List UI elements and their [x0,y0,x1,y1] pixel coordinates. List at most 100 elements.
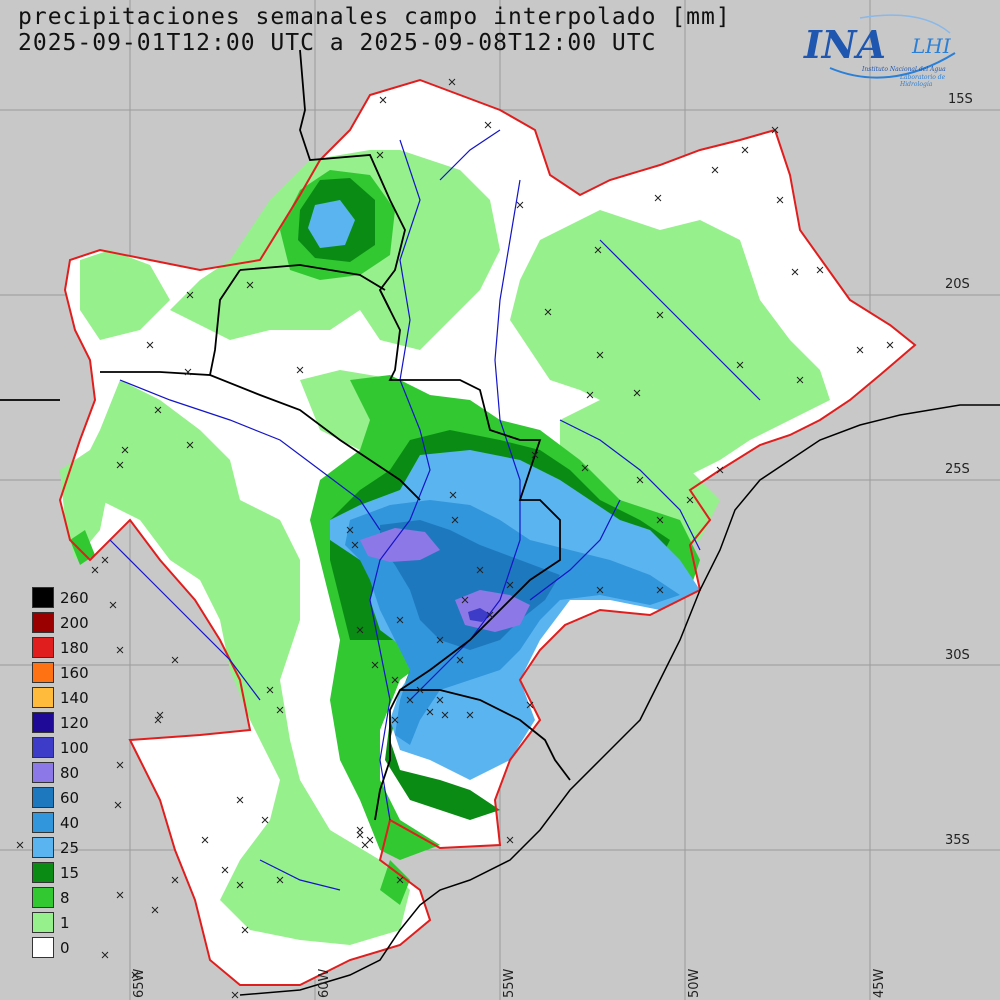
logo-swoosh-icon [829,14,956,79]
station-marker [356,626,364,634]
station-marker [791,268,799,276]
station-marker [101,556,109,564]
station-marker [116,461,124,469]
lon-label-50w: 50W [687,968,702,998]
lon-label-45w: 45W [872,968,887,998]
station-marker [296,366,304,374]
coastline [239,404,1000,996]
station-marker [109,601,117,609]
station-marker [656,586,664,594]
station-marker [171,656,179,664]
station-marker [436,636,444,644]
station-marker [406,696,414,704]
legend-swatch [32,812,54,833]
legend-label: 100 [60,739,89,757]
station-marker [776,196,784,204]
logo-subtitle-2: Laboratorio de Hidrología [900,74,946,88]
station-marker [544,308,552,316]
station-marker [391,676,399,684]
legend-swatch [32,887,54,908]
legend-swatch [32,937,54,958]
station-marker [276,706,284,714]
logo-lhi-text: LHI [912,34,951,58]
legend-swatch [32,862,54,883]
station-marker [449,491,457,499]
legend-swatch [32,637,54,658]
map-title: precipitaciones semanales campo interpol… [18,4,731,30]
logo-subtitle-1: Instituto Nacional del Agua [862,66,946,73]
legend-label: 25 [60,839,80,857]
rivers [109,129,761,891]
station-marker [266,686,274,694]
station-marker [416,686,424,694]
lon-label-55w: 55W [502,968,517,998]
legend-swatch [32,837,54,858]
station-marker [596,351,604,359]
station-marker [654,194,662,202]
station-marker [356,831,364,839]
station-marker [856,346,864,354]
station-marker [231,991,239,999]
legend-swatch [32,687,54,708]
legend-swatch [32,587,54,608]
legend-label: 80 [60,764,80,782]
station-marker [156,711,164,719]
station-marker [186,441,194,449]
legend-label: 60 [60,789,80,807]
legend-label: 140 [60,689,89,707]
station-marker [531,451,539,459]
station-marker [656,311,664,319]
station-marker [171,876,179,884]
station-marker [236,881,244,889]
lat-label-15s: 15S [948,92,973,107]
station-marker [796,376,804,384]
station-marker [361,841,369,849]
station-marker [771,126,779,134]
station-marker [441,711,449,719]
station-marker [396,616,404,624]
station-marker [396,876,404,884]
map-period: 2025-09-01T12:00 UTC a 2025-09-08T12:00 … [18,30,657,56]
station-marker [379,96,387,104]
station-marker [346,526,354,534]
legend-swatch [32,912,54,933]
legend-label: 0 [60,939,70,957]
station-marker [356,826,364,834]
station-marker [276,876,284,884]
station-marker [466,711,474,719]
station-marker [526,701,534,709]
station-marker [633,389,641,397]
station-marker [261,816,269,824]
lat-label-25s: 25S [945,462,970,477]
country-borders [0,49,571,821]
logo-ina-text: INA [804,22,886,67]
ina-logo: INA LHI Instituto Nacional del Agua Labo… [800,8,970,88]
legend-swatch [32,662,54,683]
lon-label-65w: 65W [132,968,147,998]
legend-label: 1 [60,914,70,932]
station-marker [241,926,249,934]
station-marker [351,541,359,549]
station-marker [131,971,139,979]
legend-label: 260 [60,589,89,607]
station-marker [716,466,724,474]
station-marker [656,516,664,524]
lat-label-35s: 35S [945,833,970,848]
station-marker [636,476,644,484]
station-marker [186,291,194,299]
station-marker [184,368,192,376]
station-marker [506,836,514,844]
legend-label: 160 [60,664,89,682]
legend-label: 120 [60,714,89,732]
station-marker [486,611,494,619]
station-marker [91,566,99,574]
station-markers [16,78,894,999]
rain-band-80mm [360,528,530,632]
station-marker [201,836,209,844]
station-marker [151,906,159,914]
station-marker [154,716,162,724]
station-marker [116,891,124,899]
station-marker [221,866,229,874]
station-marker [246,281,254,289]
station-marker [506,581,514,589]
